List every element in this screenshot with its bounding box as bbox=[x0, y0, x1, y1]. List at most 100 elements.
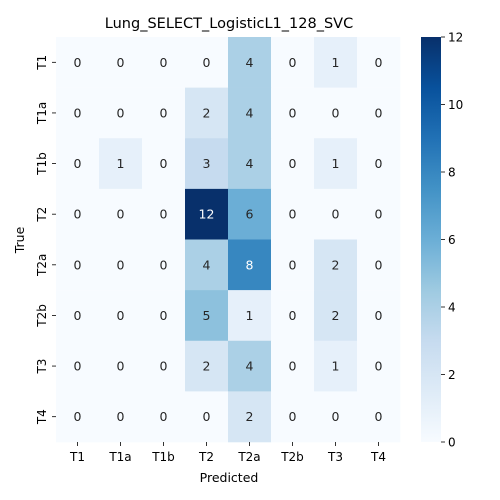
cell-value-label-1-0: 0 bbox=[74, 105, 82, 120]
colorbar-tick-label-5: 10 bbox=[448, 98, 463, 112]
cell-value-label-2-5: 0 bbox=[289, 156, 297, 171]
cell-value-label-0-4: 4 bbox=[246, 55, 254, 70]
heatmap-cell-4-4 bbox=[228, 239, 272, 291]
heatmap-cell-2-4 bbox=[228, 138, 272, 190]
y-tick-label-6: T3 bbox=[35, 359, 49, 375]
heatmap-cell-4-3 bbox=[185, 239, 229, 291]
colorbar-tick-label-1: 2 bbox=[448, 368, 456, 382]
cell-value-label-6-5: 0 bbox=[289, 359, 297, 374]
cell-value-label-1-7: 0 bbox=[375, 105, 383, 120]
heatmap-cell-5-0 bbox=[56, 290, 100, 342]
heatmap-cell-0-1 bbox=[99, 37, 143, 88]
cell-value-label-6-0: 0 bbox=[74, 359, 82, 374]
colorbar-ticks: 0 2 4 6 8 10 12 bbox=[441, 31, 463, 450]
cell-value-label-4-1: 0 bbox=[117, 257, 125, 272]
colorbar-tick-label-2: 4 bbox=[448, 301, 456, 315]
heatmap-cell-3-6 bbox=[314, 188, 358, 240]
x-tick-label-4: T2a bbox=[237, 450, 260, 464]
heatmap-cell-5-7 bbox=[357, 290, 401, 342]
heatmap-cell-0-7 bbox=[357, 37, 401, 88]
cell-value-label-5-5: 0 bbox=[289, 308, 297, 323]
cell-value-label-4-2: 0 bbox=[160, 257, 168, 272]
cell-value-label-5-6: 2 bbox=[332, 308, 340, 323]
cell-value-label-5-1: 0 bbox=[117, 308, 125, 323]
cell-value-label-4-3: 4 bbox=[203, 257, 211, 272]
heatmap-cell-1-0 bbox=[56, 87, 100, 139]
y-tick-label-4: T2a bbox=[35, 254, 49, 277]
heatmap-cell-7-4 bbox=[228, 391, 272, 443]
cell-value-label-1-6: 0 bbox=[332, 105, 340, 120]
cell-value-label-5-3: 5 bbox=[203, 308, 211, 323]
cell-value-label-2-7: 0 bbox=[375, 156, 383, 171]
cell-value-label-3-2: 0 bbox=[160, 207, 168, 222]
cell-value-label-0-6: 1 bbox=[332, 55, 340, 70]
heatmap-cell-7-3 bbox=[185, 391, 229, 443]
cell-value-label-2-3: 3 bbox=[203, 156, 211, 171]
cell-value-label-7-0: 0 bbox=[74, 409, 82, 424]
heatmap-cell-3-4 bbox=[228, 188, 272, 240]
heatmap-cell-3-2 bbox=[142, 188, 186, 240]
cell-value-label-1-1: 0 bbox=[117, 105, 125, 120]
cell-value-label-2-4: 4 bbox=[246, 156, 254, 171]
y-axis-ticks: T1 T1a T1b T2 T2a T2b T3 T4 bbox=[35, 55, 56, 425]
heatmap-cell-6-7 bbox=[357, 340, 401, 392]
cell-value-label-7-3: 0 bbox=[203, 409, 211, 424]
cell-value-label-3-0: 0 bbox=[74, 207, 82, 222]
heatmap-cell-2-7 bbox=[357, 138, 401, 190]
heatmap-cell-7-1 bbox=[99, 391, 143, 443]
heatmap-cell-7-7 bbox=[357, 391, 401, 443]
cell-value-label-3-3: 12 bbox=[199, 207, 215, 222]
heatmap-cell-7-6 bbox=[314, 391, 358, 443]
heatmap-cell-6-1 bbox=[99, 340, 143, 392]
heatmap-cell-4-7 bbox=[357, 239, 401, 291]
heatmap-cell-6-0 bbox=[56, 340, 100, 392]
heatmap-cell-3-5 bbox=[271, 188, 315, 240]
colorbar-tick-label-4: 8 bbox=[448, 166, 456, 180]
cell-value-label-7-4: 2 bbox=[246, 409, 254, 424]
cell-value-label-1-3: 2 bbox=[203, 105, 211, 120]
y-tick-label-2: T1b bbox=[35, 152, 49, 176]
colorbar-tick-label-0: 0 bbox=[448, 436, 456, 450]
x-tick-label-3: T2 bbox=[198, 450, 214, 464]
cell-value-label-2-6: 1 bbox=[332, 156, 340, 171]
cell-value-label-6-2: 0 bbox=[160, 359, 168, 374]
colorbar-tick-label-6: 12 bbox=[448, 31, 463, 45]
heatmap-cell-6-5 bbox=[271, 340, 315, 392]
cell-value-label-4-6: 2 bbox=[332, 257, 340, 272]
cell-value-label-7-5: 0 bbox=[289, 409, 297, 424]
heatmap-cell-2-5 bbox=[271, 138, 315, 190]
cell-value-label-2-0: 0 bbox=[74, 156, 82, 171]
y-tick-label-5: T2b bbox=[35, 304, 49, 328]
cell-value-label-7-7: 0 bbox=[375, 409, 383, 424]
chart-title: Lung_SELECT_LogisticL1_128_SVC bbox=[105, 16, 353, 32]
colorbar-tick-label-3: 6 bbox=[448, 233, 456, 247]
cell-value-label-2-2: 0 bbox=[160, 156, 168, 171]
cell-value-label-3-1: 0 bbox=[117, 207, 125, 222]
cell-value-label-0-7: 0 bbox=[375, 55, 383, 70]
heatmap-cell-2-1 bbox=[99, 138, 143, 190]
heatmap-cell-2-0 bbox=[56, 138, 100, 190]
heatmap-cell-3-0 bbox=[56, 188, 100, 240]
heatmap-cell-1-7 bbox=[357, 87, 401, 139]
cell-value-label-1-2: 0 bbox=[160, 105, 168, 120]
heatmap-cell-4-0 bbox=[56, 239, 100, 291]
heatmap-cell-1-1 bbox=[99, 87, 143, 139]
cell-value-label-4-5: 0 bbox=[289, 257, 297, 272]
cell-value-label-6-1: 0 bbox=[117, 359, 125, 374]
heatmap-cell-3-3 bbox=[185, 188, 229, 240]
cell-value-label-0-0: 0 bbox=[74, 55, 82, 70]
heatmap-cell-0-0 bbox=[56, 37, 100, 88]
heatmap-cell-6-3 bbox=[185, 340, 229, 392]
cell-value-label-2-1: 1 bbox=[117, 156, 125, 171]
cell-value-label-7-1: 0 bbox=[117, 409, 125, 424]
y-tick-label-0: T1 bbox=[35, 55, 49, 71]
cell-value-label-3-7: 0 bbox=[375, 207, 383, 222]
heatmap-cell-1-5 bbox=[271, 87, 315, 139]
cell-value-label-7-6: 0 bbox=[332, 409, 340, 424]
cell-value-label-5-0: 0 bbox=[74, 308, 82, 323]
heatmap-cell-0-4 bbox=[228, 37, 272, 88]
colorbar bbox=[421, 37, 441, 442]
heatmap-cell-5-6 bbox=[314, 290, 358, 342]
heatmap-cell-0-5 bbox=[271, 37, 315, 88]
x-tick-label-7: T4 bbox=[370, 450, 386, 464]
